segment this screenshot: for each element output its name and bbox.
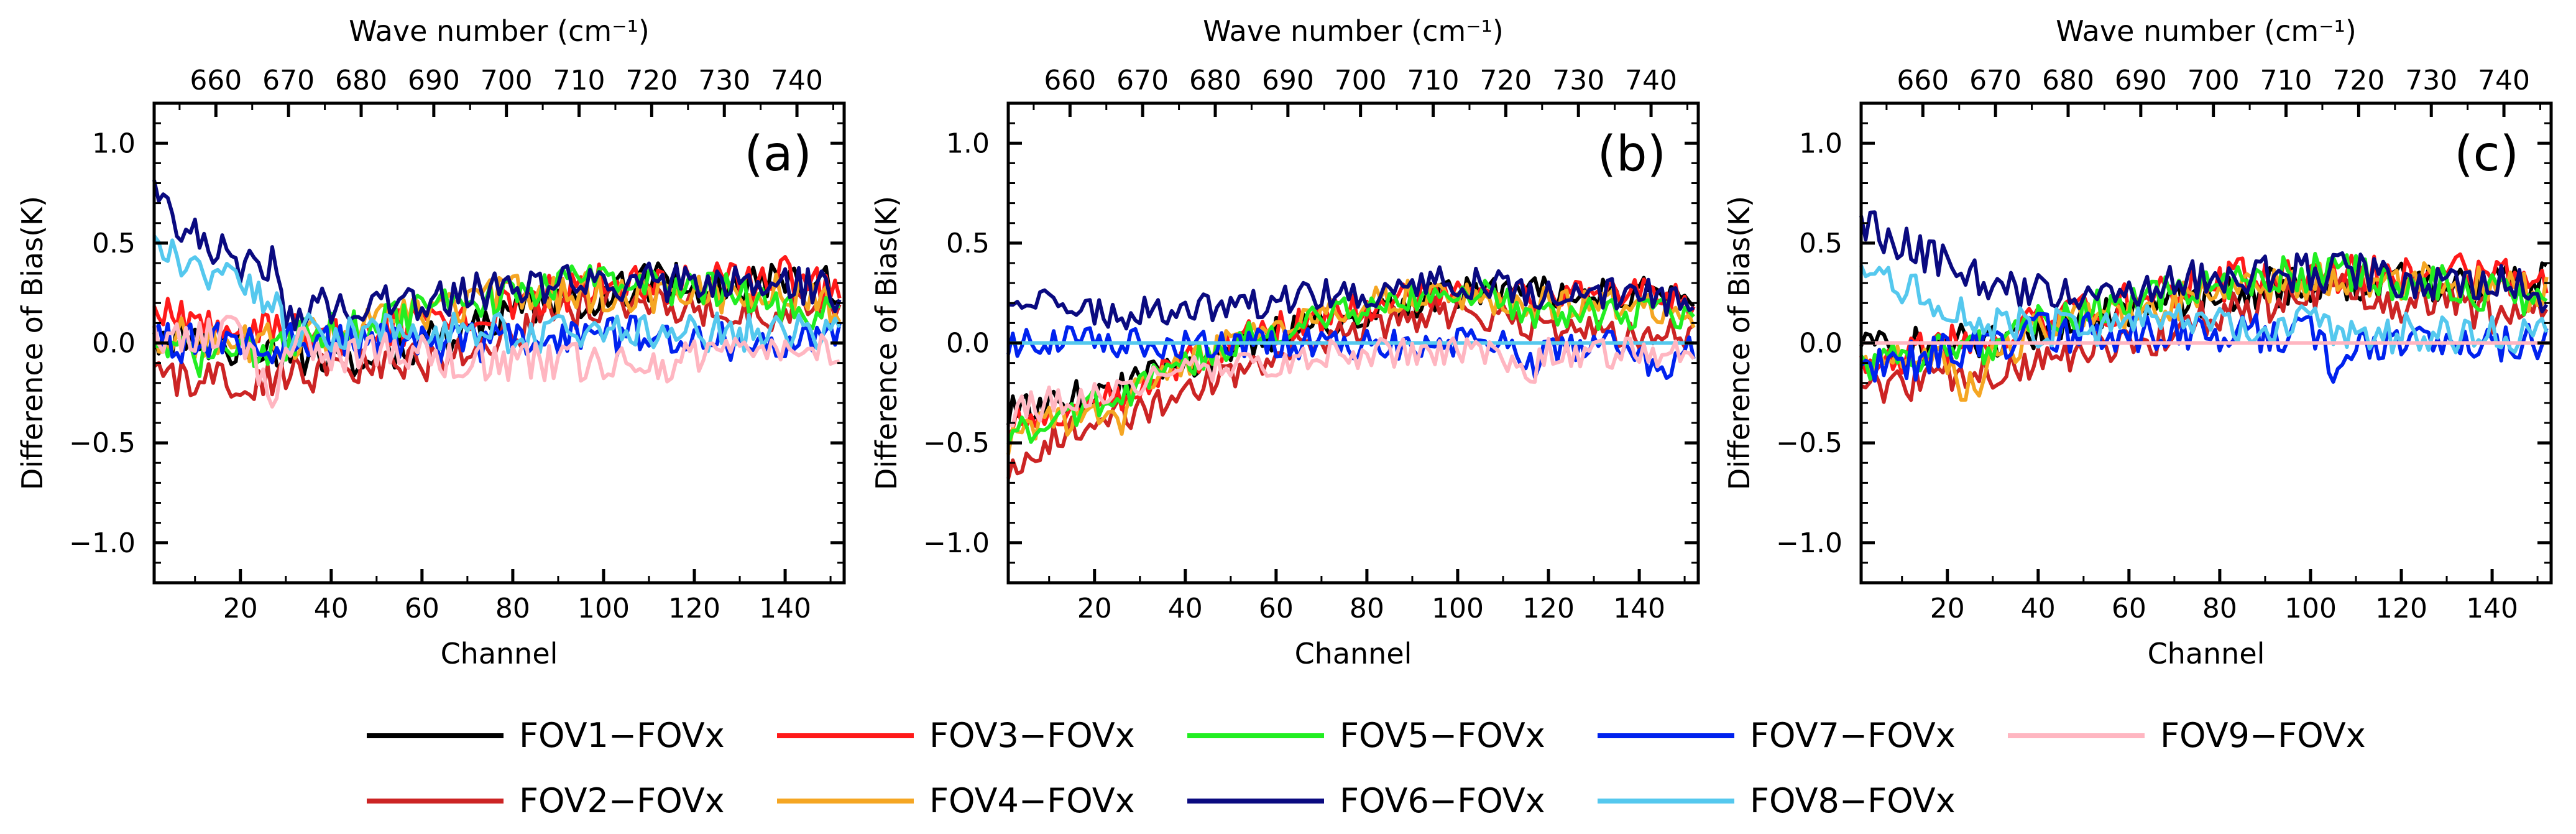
top-axis-label: Wave number (cm⁻¹) [349, 14, 650, 48]
x-tick-label: 120 [2375, 593, 2427, 624]
top-tick-label: 700 [2187, 65, 2240, 96]
series-line-9-panel-b [1008, 336, 1696, 428]
top-tick-label: 690 [1262, 65, 1314, 96]
y-tick-label: 1.0 [1799, 127, 1842, 159]
x-tick-label: 40 [2021, 593, 2056, 624]
x-tick-label: 100 [2284, 593, 2337, 624]
y-tick-label: 0.5 [1799, 228, 1842, 259]
top-tick-label: 670 [262, 65, 315, 96]
top-tick-label: 730 [2405, 65, 2457, 96]
y-tick-label: 0.5 [92, 228, 136, 259]
y-tick-label: 1.0 [92, 127, 136, 159]
top-tick-label: 680 [335, 65, 387, 96]
x-tick-label: 100 [577, 593, 630, 624]
y-tick-label: −0.5 [69, 427, 136, 459]
series-line-6-panel-b [1008, 265, 1695, 331]
y-tick-label: −1.0 [1776, 527, 1842, 559]
x-axis-label: Channel [1295, 637, 1412, 670]
y-tick-label: 0.0 [92, 328, 136, 359]
top-tick-label: 670 [1969, 65, 2022, 96]
x-tick-label: 140 [759, 593, 811, 624]
top-tick-label: 730 [698, 65, 750, 96]
top-tick-label: 660 [1897, 65, 1949, 96]
x-tick-label: 60 [2112, 593, 2146, 624]
x-tick-label: 140 [1613, 593, 1665, 624]
series-line-8-panel-a [152, 234, 842, 354]
x-tick-label: 140 [2466, 593, 2518, 624]
y-tick-label: −1.0 [923, 527, 990, 559]
series-line-2-panel-c [1861, 272, 2549, 404]
y-tick-label: 0.5 [946, 228, 990, 259]
series-line-3-panel-b [1006, 277, 1696, 436]
x-tick-label: 40 [314, 593, 349, 624]
x-tick-label: 40 [1168, 593, 1203, 624]
y-tick-label: 0.0 [946, 328, 990, 359]
top-tick-label: 700 [1335, 65, 1387, 96]
x-tick-label: 80 [1350, 593, 1384, 624]
top-tick-label: 720 [1479, 65, 1532, 96]
legend-label-fov8: FOV8−FOVx [1750, 781, 1956, 820]
top-tick-label: 670 [1116, 65, 1169, 96]
top-tick-label: 690 [2115, 65, 2167, 96]
top-tick-label: 700 [481, 65, 533, 96]
y-axis-label: Difference of Bias(K) [16, 196, 49, 490]
legend-label-fov3: FOV3−FOVx [929, 716, 1135, 755]
y-tick-label: −1.0 [69, 527, 136, 559]
x-tick-label: 120 [668, 593, 720, 624]
x-tick-label: 60 [405, 593, 439, 624]
series-line-2-panel-a [153, 285, 842, 401]
top-axis-label: Wave number (cm⁻¹) [1203, 14, 1504, 48]
legend-label-fov7: FOV7−FOVx [1750, 716, 1956, 755]
top-tick-label: 720 [625, 65, 678, 96]
top-tick-label: 660 [1044, 65, 1096, 96]
x-tick-label: 20 [1930, 593, 1965, 624]
x-tick-label: 80 [495, 593, 530, 624]
top-tick-label: 720 [2332, 65, 2385, 96]
x-tick-label: 120 [1522, 593, 1575, 624]
y-tick-label: 1.0 [946, 127, 990, 159]
legend-label-fov2: FOV2−FOVx [519, 781, 725, 820]
top-tick-label: 740 [771, 65, 823, 96]
x-tick-label: 20 [1077, 593, 1112, 624]
top-tick-label: 680 [1189, 65, 1241, 96]
top-tick-label: 680 [2042, 65, 2094, 96]
top-tick-label: 660 [190, 65, 242, 96]
top-tick-label: 710 [1407, 65, 1460, 96]
top-tick-label: 740 [1625, 65, 1677, 96]
top-tick-label: 740 [2478, 65, 2530, 96]
top-tick-label: 710 [553, 65, 605, 96]
series-line-9-panel-a [152, 315, 840, 409]
y-axis-label: Difference of Bias(K) [870, 196, 903, 490]
legend-label-fov4: FOV4−FOVx [929, 781, 1135, 820]
y-tick-label: −0.5 [923, 427, 990, 459]
top-tick-label: 710 [2260, 65, 2312, 96]
x-tick-label: 20 [223, 593, 258, 624]
top-axis-label: Wave number (cm⁻¹) [2056, 14, 2357, 48]
x-tick-label: 80 [2202, 593, 2237, 624]
series-line-5-panel-a [154, 264, 840, 378]
y-tick-label: −0.5 [1776, 427, 1842, 459]
series-line-5-panel-b [1006, 279, 1695, 445]
x-axis-label: Channel [441, 637, 558, 670]
panel-label: (b) [1598, 126, 1666, 182]
legend-label-fov6: FOV6−FOVx [1340, 781, 1545, 820]
legend-label-fov5: FOV5−FOVx [1340, 716, 1545, 755]
legend-label-fov1: FOV1−FOVx [519, 716, 725, 755]
series-line-8-panel-c [1859, 264, 2549, 354]
x-tick-label: 60 [1259, 593, 1294, 624]
y-tick-label: 0.0 [1799, 328, 1842, 359]
x-axis-label: Channel [2148, 637, 2265, 670]
y-axis-label: Difference of Bias(K) [1723, 196, 1756, 490]
panel-label: (c) [2454, 126, 2519, 182]
x-tick-label: 100 [1432, 593, 1484, 624]
series-line-6-panel-a [152, 179, 842, 331]
series-line-6-panel-c [1859, 210, 2549, 313]
top-tick-label: 730 [1552, 65, 1604, 96]
panel-label: (a) [744, 126, 812, 182]
legend-label-fov9: FOV9−FOVx [2160, 716, 2366, 755]
top-tick-label: 690 [408, 65, 460, 96]
